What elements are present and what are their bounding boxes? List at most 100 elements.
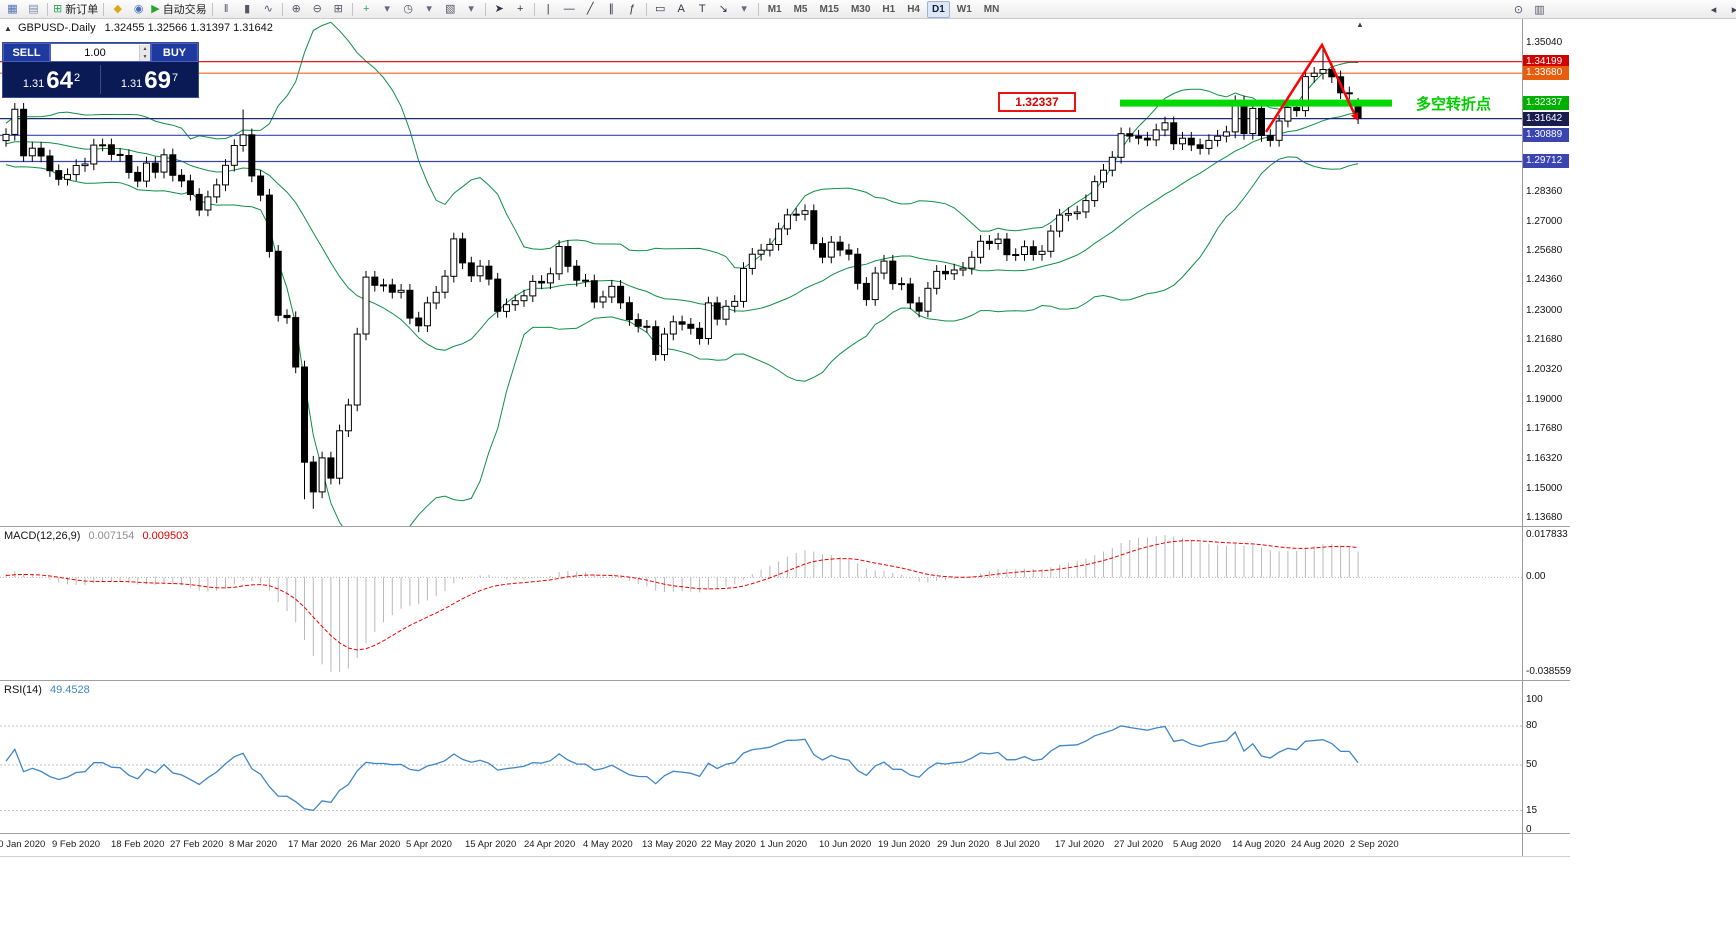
panel-splitter[interactable] (0, 680, 1570, 681)
periods-icon[interactable]: ◷ (398, 1, 419, 17)
candle-body (423, 302, 431, 327)
candle-body (186, 180, 194, 195)
candle-body (55, 170, 63, 180)
candle-body (204, 196, 212, 211)
trend-arrow[interactable] (1264, 42, 1356, 133)
timeframe-button-w1[interactable]: W1 (956, 3, 972, 15)
new-order-button[interactable]: ⊞ 新订单 (51, 1, 100, 17)
label-icon-glyph: T (698, 3, 706, 15)
timeframe-button-d1[interactable]: D1 (927, 0, 950, 18)
buy-button[interactable]: BUY (151, 43, 198, 62)
x-axis-label: 22 May 2020 (701, 839, 756, 850)
indicators-dropdown-icon[interactable]: ▾ (377, 1, 398, 17)
scroll-right-icon[interactable]: ▸ (1731, 3, 1736, 16)
macd-main-value: 0.007154 (88, 530, 135, 542)
indicators-icon-glyph: + (362, 3, 370, 15)
timeframe-button-mn[interactable]: MN (983, 3, 1000, 15)
panel-splitter[interactable] (0, 833, 1570, 834)
candle-body (257, 175, 265, 196)
y-axis-tick: 1.35040 (1526, 37, 1563, 48)
cursor-icon[interactable]: ➤ (489, 1, 510, 17)
candle-body (845, 249, 853, 255)
sell-price[interactable]: 1.31 64 2 (3, 62, 100, 97)
turning-point-note[interactable]: 多空转折点 (1416, 96, 1492, 113)
fibonacci-icon[interactable]: ƒ (622, 1, 643, 17)
rsi-indicator-name: RSI(14) (4, 684, 42, 696)
candle-body (634, 319, 642, 327)
candle-body (783, 214, 791, 230)
text-icon[interactable]: A (671, 1, 692, 17)
channel-icon[interactable]: ∥ (601, 1, 622, 17)
crosshair-icon[interactable]: + (510, 1, 531, 17)
bar-chart-icon[interactable]: ‖ (216, 1, 237, 17)
horizontal-line-icon[interactable]: ― (559, 1, 580, 17)
search-icon[interactable]: ⊙ (1513, 3, 1524, 16)
candle-body (669, 321, 677, 335)
trendline-icon[interactable]: ╱ (580, 1, 601, 17)
arrows-dropdown-icon[interactable]: ▾ (734, 1, 755, 17)
label-icon[interactable]: T (692, 1, 713, 17)
zoom-out-icon[interactable]: ⊖ (307, 1, 328, 17)
candle-body (1319, 69, 1327, 74)
price-level-callout[interactable]: 1.32337 (998, 92, 1076, 112)
candle-body (353, 333, 361, 406)
arrows-icon[interactable]: ↘ (713, 1, 734, 17)
price-axis[interactable]: 1.35040 1.28360 1.27000 1.25680 1.24360 1.230… (1523, 0, 1571, 942)
x-axis-label: 17 Jul 2020 (1055, 839, 1105, 850)
x-axis-label: 19 Jun 2020 (878, 839, 931, 850)
zoom-in-icon[interactable]: ⊕ (286, 1, 307, 17)
candle-body (1143, 137, 1151, 141)
turning-point-line[interactable] (1120, 99, 1392, 107)
indicators-dropdown-icon-glyph: ▾ (384, 3, 390, 15)
sell-button[interactable]: SELL (3, 43, 50, 62)
tile-windows-icon[interactable]: ⊞ (328, 1, 349, 17)
rsi-panel-canvas[interactable] (0, 681, 1522, 833)
layout-icon[interactable]: ▥ (1534, 3, 1545, 16)
macd-panel-canvas[interactable] (0, 527, 1522, 680)
buy-price-pips: 69 (144, 67, 171, 94)
volume-input[interactable] (51, 45, 139, 60)
autotrading-button[interactable]: ▶ 自动交易 (149, 1, 208, 17)
time-axis[interactable]: 30 Jan 2020 9 Feb 2020 18 Feb 2020 27 Feb 2… (0, 835, 1522, 855)
candle-body (608, 285, 616, 298)
candle-body (889, 260, 897, 285)
x-axis-label: 9 Feb 2020 (52, 839, 101, 850)
timeframe-button-m5[interactable]: M5 (793, 3, 808, 15)
vertical-line-icon[interactable]: | (538, 1, 559, 17)
price-badge-1.33680: 1.33680 (1523, 66, 1569, 80)
templates-icon[interactable]: ▧ (440, 1, 461, 17)
timeframe-button-h1[interactable]: H1 (882, 3, 896, 15)
symbol-period-label: GBPUSD-.Daily (17, 22, 96, 34)
candle-body (740, 268, 747, 302)
line-chart-icon[interactable]: ∿ (258, 1, 279, 17)
volume-up-button[interactable]: ▲ (139, 44, 150, 53)
candle-body (134, 171, 142, 182)
periods-dropdown-icon[interactable]: ▾ (419, 1, 440, 17)
candle-body (441, 275, 449, 293)
templates-dropdown-icon[interactable]: ▾ (461, 1, 482, 17)
candle-body (1135, 135, 1143, 139)
metaeditor-icon[interactable]: ◆ (107, 1, 128, 17)
scroll-to-end-icon[interactable]: ▲ (1356, 20, 1364, 29)
volume-down-button[interactable]: ▼ (139, 52, 150, 61)
buy-price[interactable]: 1.31 69 7 (101, 62, 198, 97)
timeframe-button-m30[interactable]: M30 (850, 3, 871, 15)
candle-body (713, 302, 721, 320)
timeframe-button-h4[interactable]: H4 (907, 3, 920, 15)
main-chart-canvas[interactable] (0, 18, 1522, 526)
subwindow-toggle-icon[interactable]: ▲ (4, 24, 12, 33)
price-badge-1.30889: 1.30889 (1523, 128, 1569, 142)
shapes-icon[interactable]: ▭ (650, 1, 671, 17)
indicators-icon[interactable]: + (356, 1, 377, 17)
panel-splitter[interactable] (0, 526, 1570, 527)
profiles-icon[interactable]: ▤ (23, 1, 44, 17)
timeframe-button-m1[interactable]: M1 (767, 3, 782, 15)
candlestick-chart-icon[interactable]: ▮ (237, 1, 258, 17)
navigator-icon[interactable]: ◉ (128, 1, 149, 17)
timeframe-button-m15[interactable]: M15 (819, 3, 839, 15)
y-axis-tick: 1.28360 (1526, 186, 1563, 197)
charts-window-icon[interactable]: ▦ (2, 1, 23, 17)
toolbar-separator (645, 2, 647, 16)
scroll-left-icon[interactable]: ◂ (1710, 3, 1717, 16)
candle-body (933, 270, 941, 289)
